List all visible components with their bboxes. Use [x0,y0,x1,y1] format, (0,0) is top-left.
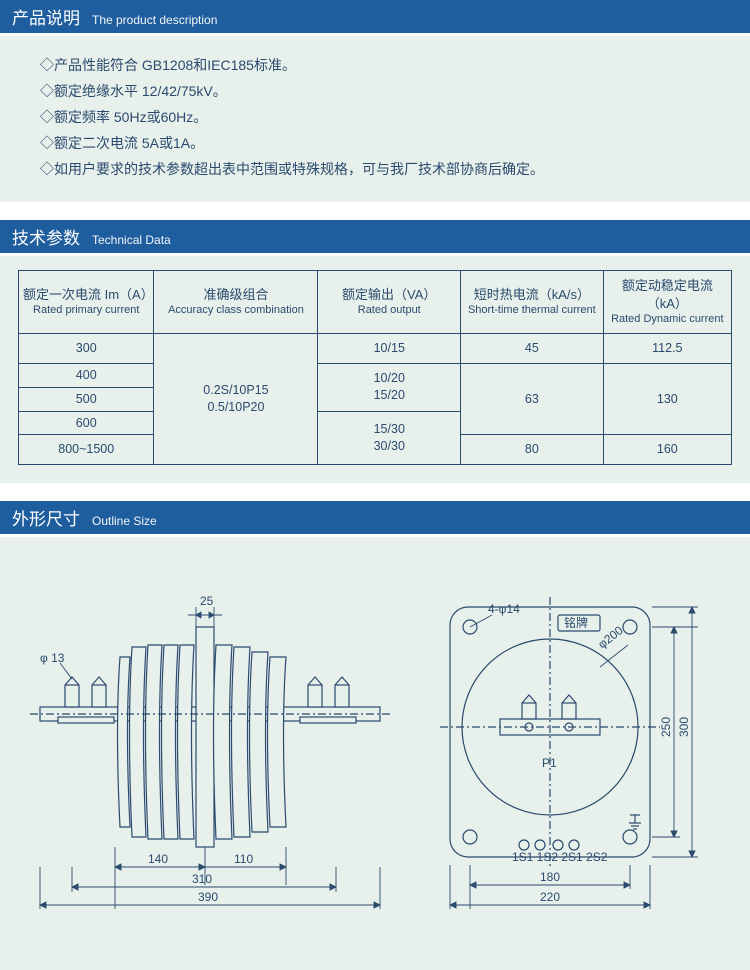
dim-110: 110 [234,852,253,866]
td-thermal-2: 63 [461,363,604,435]
label-terminals: 1S1 1S2 2S1 2S2 [512,850,608,864]
label-holes: 4-φ14 [488,602,520,616]
section-title-cn: 技术参数 [12,224,80,249]
desc-line: ◇如用户要求的技术参数超出表中范围或特殊规格，可与我厂技术部协商后确定。 [40,156,722,182]
label-nameplate: 铭牌 [564,615,588,630]
section-title-en: Technical Data [92,233,171,247]
dim-310: 310 [192,872,212,886]
td-output-3: 15/30 30/30 [318,411,461,465]
technical-data-table: 额定一次电流 Im（A）Rated primary current 准确级组合A… [18,270,732,465]
dim-25: 25 [200,594,214,608]
section-header-outline: 外形尺寸 Outline Size [0,501,750,535]
td-output-2: 10/20 15/20 [318,363,461,411]
technical-table-wrap: 额定一次电流 Im（A）Rated primary current 准确级组合A… [0,254,750,483]
td-current-400: 400 [19,363,154,387]
dim-250: 250 [659,717,673,737]
front-view-drawing: 4-φ14 铭牌 φ200 P1 1S1 1S2 2S1 2S2 250 300… [430,567,730,927]
section-gap [0,483,750,501]
label-p1: P1 [542,756,557,770]
section-header-description: 产品说明 The product description [0,0,750,34]
td-thermal-3: 80 [461,435,604,465]
side-view-drawing: 25 φ 13 140 110 310 390 [20,567,400,927]
th-thermal: 短时热电流（kA/s）Short-time thermal current [461,271,604,334]
th-dynamic: 额定动稳定电流（kA）Rated Dynamic current [603,271,731,334]
desc-line: ◇额定二次电流 5A或1A。 [40,130,722,156]
description-box: ◇产品性能符合 GB1208和IEC185标准。 ◇额定绝缘水平 12/42/7… [0,34,750,202]
th-primary-current: 额定一次电流 Im（A）Rated primary current [19,271,154,334]
dim-180: 180 [540,870,560,884]
td-current-600: 600 [19,411,154,435]
dim-phi13: φ 13 [40,651,65,665]
section-title-en: The product description [92,13,217,27]
section-title-cn: 产品说明 [12,4,80,29]
desc-line: ◇额定绝缘水平 12/42/75kV。 [40,78,722,104]
td-dynamic-3: 160 [603,435,731,465]
td-current-500: 500 [19,387,154,411]
section-title-en: Outline Size [92,514,157,528]
desc-line: ◇产品性能符合 GB1208和IEC185标准。 [40,52,722,78]
td-current-300: 300 [19,333,154,363]
dim-300: 300 [677,717,691,737]
section-title-cn: 外形尺寸 [12,505,80,530]
td-accuracy: 0.2S/10P15 0.5/10P20 [154,333,318,464]
outline-drawings-wrap: 25 φ 13 140 110 310 390 [0,535,750,967]
dim-390: 390 [198,890,218,904]
td-thermal-1: 45 [461,333,604,363]
section-header-technical: 技术参数 Technical Data [0,220,750,254]
th-accuracy: 准确级组合Accuracy class combination [154,271,318,334]
dim-140: 140 [148,852,168,866]
td-dynamic-2: 130 [603,363,731,435]
td-current-800: 800~1500 [19,435,154,465]
desc-line: ◇额定频率 50Hz或60Hz。 [40,104,722,130]
th-output: 额定输出（VA）Rated output [318,271,461,334]
td-output-1: 10/15 [318,333,461,363]
section-gap [0,202,750,220]
dim-220: 220 [540,890,560,904]
td-dynamic-1: 112.5 [603,333,731,363]
